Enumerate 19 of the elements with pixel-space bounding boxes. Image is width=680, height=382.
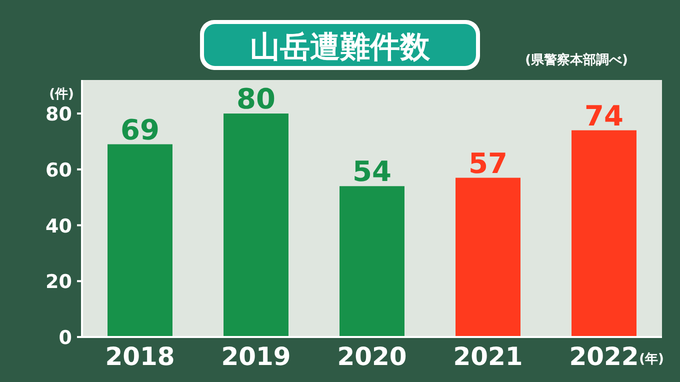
- data-label: 57: [468, 146, 508, 180]
- y-axis-title: (件): [49, 87, 74, 102]
- y-tick-label: 40: [46, 215, 72, 238]
- data-label: 69: [120, 113, 160, 146]
- y-tick-label: 80: [46, 104, 72, 126]
- y-tick-label: 60: [46, 159, 72, 182]
- x-tick-label: 2022: [569, 342, 639, 371]
- x-tick-label: 2019: [221, 342, 291, 371]
- chart-title: 山岳遭難件数: [250, 30, 431, 65]
- x-tick-label: 2018: [105, 342, 175, 371]
- x-tick-label: 2020: [337, 342, 407, 371]
- data-label: 80: [236, 82, 276, 116]
- y-tick-label: 20: [46, 271, 72, 294]
- x-axis-title: (年): [639, 352, 664, 367]
- text: (県警察本部調べ): [525, 52, 628, 68]
- y-tick-label: 0: [58, 327, 72, 349]
- data-label: 54: [352, 155, 392, 188]
- x-tick-label: 2021: [453, 342, 523, 371]
- data-label: 74: [584, 99, 624, 132]
